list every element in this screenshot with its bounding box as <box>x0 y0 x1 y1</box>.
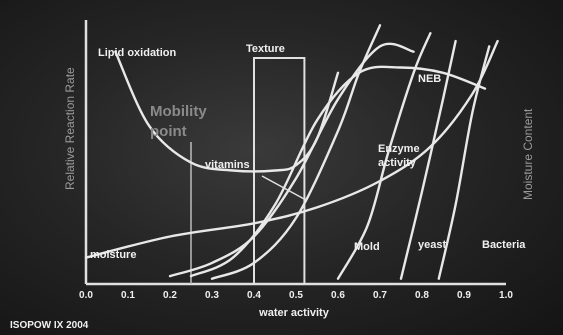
x-tick-labels: 0.0 0.1 0.2 0.3 0.4 0.5 0.6 0.7 0.8 0.9 1.0 <box>79 290 513 301</box>
label-vitamins: vitamins <box>205 159 250 171</box>
x-tick-9: 0.9 <box>457 290 471 301</box>
x-tick-1: 0.1 <box>121 290 135 301</box>
label-moisture: moisture <box>90 249 136 261</box>
x-tick-5: 0.5 <box>289 290 303 301</box>
x-tick-8: 0.8 <box>415 290 429 301</box>
x-tick-4: 0.4 <box>247 290 261 301</box>
x-tick-7: 0.7 <box>373 290 387 301</box>
x-tick-6: 0.6 <box>331 290 345 301</box>
series-vitamins <box>168 42 415 278</box>
x-tick-3: 0.3 <box>205 290 219 301</box>
label-mobility: Mobility point <box>150 103 211 140</box>
series-curves <box>84 24 499 280</box>
label-enzyme-line2: activity <box>378 157 417 169</box>
label-mold: Mold <box>354 241 380 253</box>
label-texture: Texture <box>246 43 285 55</box>
series-moisture <box>84 39 499 259</box>
x-tick-0: 0.0 <box>79 290 93 301</box>
series-yeast <box>399 39 457 280</box>
series-neb <box>189 65 487 278</box>
footer-source: ISOPOW IX 2004 <box>10 320 89 331</box>
series-mold <box>336 32 432 280</box>
x-axis-label: water activity <box>258 307 330 319</box>
label-mobility-line1: Mobility <box>150 103 207 120</box>
vitamins-pointer <box>261 175 307 201</box>
label-enzyme: Enzyme activity <box>378 143 423 169</box>
label-bacteria: Bacteria <box>482 239 526 251</box>
label-yeast: yeast <box>418 239 446 251</box>
series-bacteria <box>437 45 491 280</box>
y-axis-label-left: Relative Reaction Rate <box>63 67 77 190</box>
label-neb: NEB <box>418 73 441 85</box>
label-enzyme-line1: Enzyme <box>378 143 420 155</box>
y-axis-label-right: Moisture Content <box>521 108 535 200</box>
x-tick-2: 0.2 <box>163 290 177 301</box>
series-enzyme-activity <box>210 24 382 280</box>
label-lipid-oxidation: Lipid oxidation <box>98 47 176 59</box>
x-tick-10: 1.0 <box>499 290 513 301</box>
label-mobility-line2: point <box>150 123 187 140</box>
